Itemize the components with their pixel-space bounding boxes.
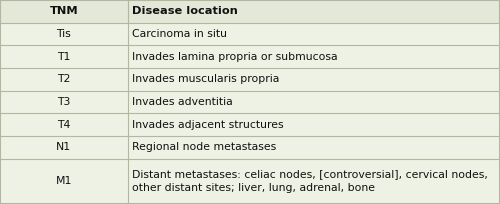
Text: Invades lamina propria or submucosa: Invades lamina propria or submucosa (132, 52, 337, 62)
Bar (0, 68, 500, 91)
Text: Invades muscularis propria: Invades muscularis propria (132, 74, 279, 84)
Text: T3: T3 (57, 97, 70, 107)
Bar (0, 0, 500, 23)
Text: Tis: Tis (56, 29, 71, 39)
Text: Carcinoma in situ: Carcinoma in situ (132, 29, 226, 39)
Bar (0, 113, 500, 136)
Text: N1: N1 (56, 142, 72, 152)
Bar (0, 45, 500, 68)
Bar (0, 91, 500, 113)
Text: Regional node metastases: Regional node metastases (132, 142, 276, 152)
Text: Disease location: Disease location (132, 6, 238, 16)
Text: T2: T2 (57, 74, 70, 84)
Text: T4: T4 (57, 120, 70, 130)
Bar (0, 159, 500, 204)
Bar (0, 136, 500, 159)
Text: Invades adventitia: Invades adventitia (132, 97, 232, 107)
Text: Invades adjacent structures: Invades adjacent structures (132, 120, 283, 130)
Text: M1: M1 (56, 176, 72, 186)
Text: Distant metastases: celiac nodes, [controversial], cervical nodes,
other distant: Distant metastases: celiac nodes, [contr… (132, 169, 488, 193)
Bar (0, 23, 500, 45)
Text: T1: T1 (57, 52, 70, 62)
Text: TNM: TNM (50, 6, 78, 16)
